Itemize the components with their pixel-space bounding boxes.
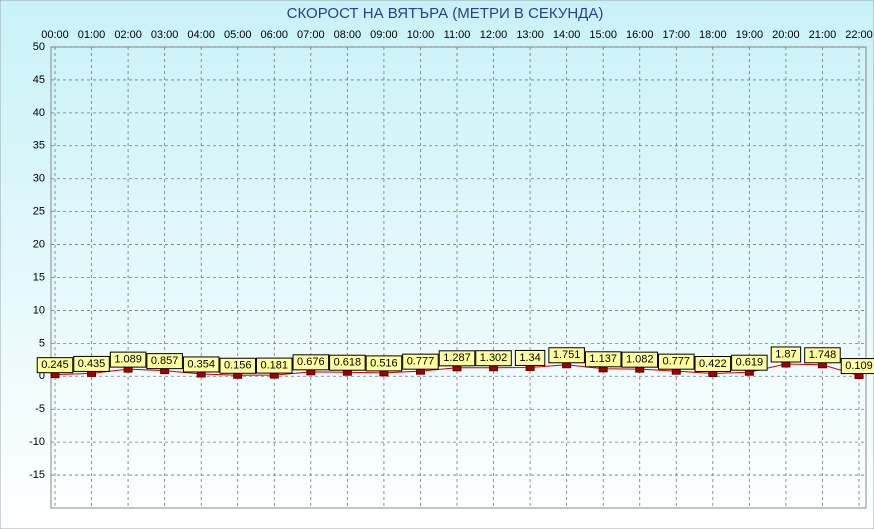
x-tick-label: 22:00 [845,29,873,41]
x-tick-label: 08:00 [334,29,362,41]
y-tick-label: 10 [33,304,45,316]
value-label: 1.082 [626,354,654,366]
value-label-box [731,354,768,371]
x-tick-label: 03:00 [151,29,179,41]
value-label: 0.354 [187,358,215,370]
y-tick-label: 15 [33,271,45,283]
y-tick-label: -15 [29,469,45,481]
x-tick-label: 07:00 [297,29,325,41]
x-tick-label: 02:00 [114,29,142,41]
value-label-box [804,347,841,364]
value-label: 0.245 [41,359,69,371]
value-label-box [840,358,874,375]
x-tick-label: 15:00 [589,29,617,41]
x-tick-label: 16:00 [626,29,654,41]
chart-title: СКОРОСТ НА ВЯТЪРА (МЕТРИ В СЕКУНДА) [287,5,604,22]
value-label-box [365,355,403,372]
value-label-box [475,350,512,367]
value-label: 1.137 [589,353,617,365]
value-label-box [658,353,695,370]
value-label: 0.516 [370,357,398,369]
value-label-box [219,357,256,374]
value-label: 1.287 [443,352,471,364]
value-label-box [402,353,439,370]
value-label: 0.181 [261,359,289,371]
x-tick-label: 14:00 [553,29,581,41]
value-label-box [438,350,476,367]
x-tick-label: 11:00 [444,29,471,41]
y-tick-label: 35 [33,140,45,152]
value-label-box [36,357,74,374]
y-tick-label: -5 [35,403,45,415]
value-label-box [256,357,293,374]
x-tick-label: 00:00 [41,29,69,41]
x-tick-label: 05:00 [224,29,252,41]
x-tick-label: 12:00 [480,29,508,41]
value-label-box [584,351,622,368]
value-label-box [548,347,585,364]
x-tick-label: 13:00 [516,29,544,41]
y-tick-label: -10 [29,436,45,448]
value-label-box [694,356,732,373]
y-tick-label: 45 [33,74,45,86]
y-tick-label: 5 [39,337,45,349]
value-label: 0.156 [224,360,252,372]
y-tick-label: 50 [33,41,45,53]
value-label: 0.109 [845,360,873,372]
value-label-box [109,351,147,368]
value-label-box [292,354,330,371]
value-label: 0.618 [334,357,362,369]
x-tick-label: 20:00 [772,29,800,41]
value-label: 1.87 [775,348,796,360]
value-label: 1.748 [809,349,837,361]
value-label: 0.857 [151,355,179,367]
x-tick-label: 09:00 [370,29,398,41]
x-tick-label: 04:00 [187,29,215,41]
y-tick-label: 30 [33,173,45,185]
value-label-box [146,353,183,370]
x-tick-label: 21:00 [809,29,837,41]
value-label-box [329,354,366,371]
y-tick-label: 20 [33,238,45,250]
value-label: 1.34 [519,352,540,364]
x-tick-label: 10:00 [407,29,435,41]
value-label-box [770,346,802,363]
value-label-box [73,355,110,372]
value-label: 0.676 [297,356,325,368]
x-tick-label: 19:00 [736,29,764,41]
x-tick-label: 18:00 [699,29,727,41]
value-label-box [621,351,658,368]
x-tick-label: 17:00 [663,29,691,41]
y-tick-label: 25 [33,206,45,218]
value-label: 0.777 [663,356,691,368]
x-tick-label: 06:00 [261,29,289,41]
value-label: 0.777 [407,356,435,368]
value-label-box [514,349,546,366]
y-tick-label: 40 [33,107,45,119]
value-label: 0.435 [78,358,106,370]
value-label: 1.751 [553,349,581,361]
y-tick-label: 0 [39,370,45,382]
value-label: 0.619 [736,357,764,369]
value-label-box [182,356,220,373]
value-label: 1.302 [480,352,508,364]
value-label: 1.089 [114,354,142,366]
value-label: 0.422 [699,358,727,370]
x-tick-label: 01:00 [78,29,106,41]
